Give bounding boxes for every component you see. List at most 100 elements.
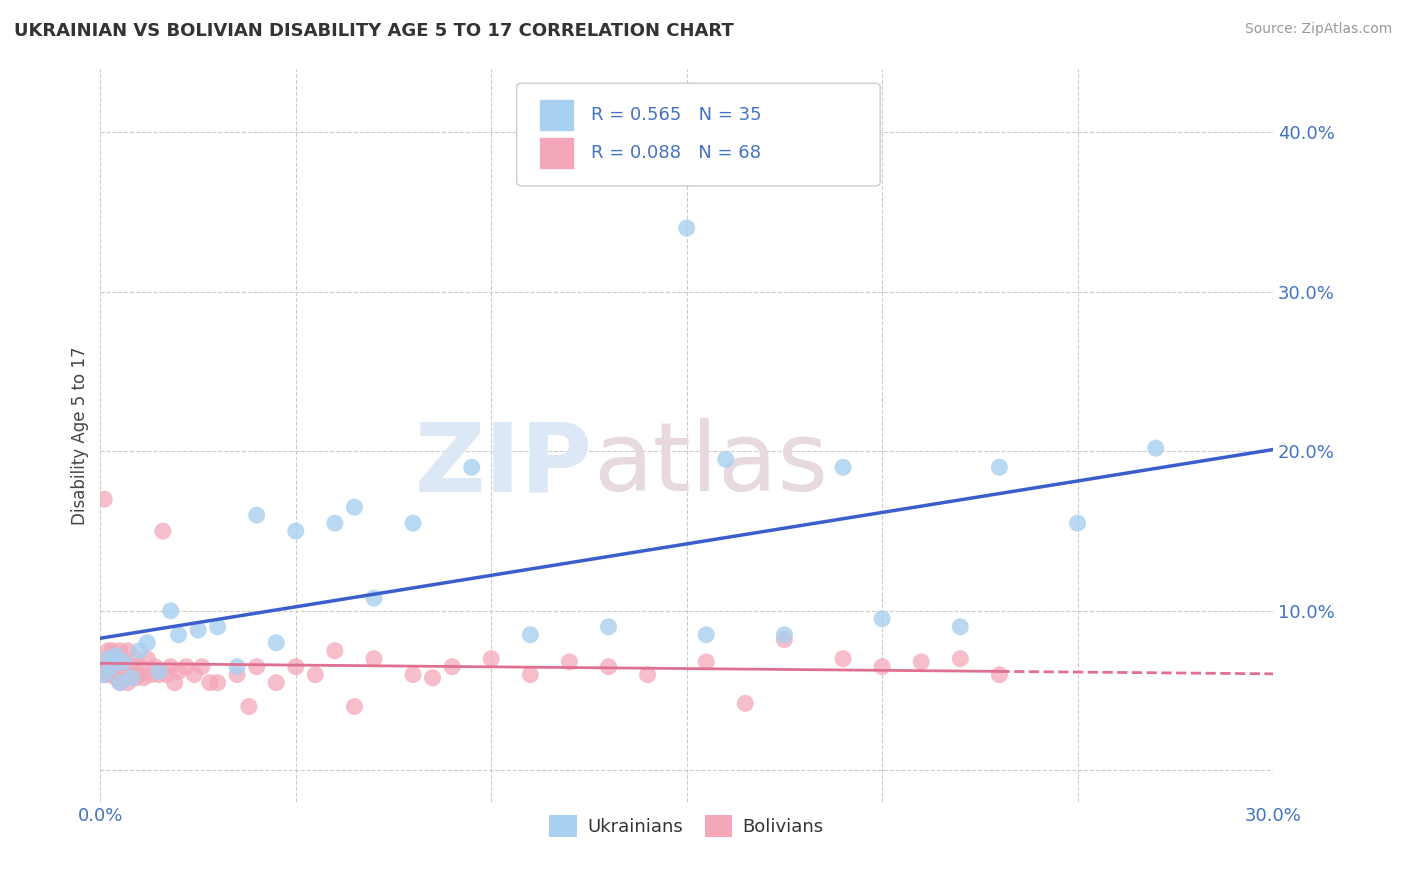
Point — [101, 659, 124, 673]
Text: atlas: atlas — [593, 418, 828, 511]
Point — [598, 620, 620, 634]
Point — [198, 675, 221, 690]
Point — [101, 667, 124, 681]
Y-axis label: Disability Age 5 to 17: Disability Age 5 to 17 — [72, 346, 89, 524]
Point — [949, 620, 972, 634]
Point — [101, 651, 124, 665]
Point — [156, 667, 179, 681]
Point — [734, 697, 756, 711]
Point — [988, 667, 1011, 681]
Point — [402, 667, 425, 681]
Point — [870, 612, 893, 626]
Point — [121, 671, 143, 685]
Point — [637, 667, 659, 681]
Point — [363, 591, 385, 606]
Point — [117, 644, 139, 658]
Point — [93, 492, 115, 507]
Point — [1066, 516, 1088, 530]
Point — [323, 516, 346, 530]
Point — [101, 644, 124, 658]
Point — [226, 659, 249, 673]
Point — [284, 524, 307, 538]
Point — [479, 651, 502, 665]
Point — [675, 221, 697, 235]
Point — [112, 667, 135, 681]
Point — [152, 524, 174, 538]
Point — [108, 651, 131, 665]
Point — [183, 667, 205, 681]
Point — [128, 644, 150, 658]
Point — [695, 655, 717, 669]
Point — [136, 651, 159, 665]
Point — [159, 604, 181, 618]
Point — [191, 659, 214, 673]
Point — [773, 628, 796, 642]
Point — [112, 655, 135, 669]
Point — [97, 667, 120, 681]
Legend: Ukrainians, Bolivians: Ukrainians, Bolivians — [543, 808, 831, 845]
Point — [1144, 441, 1167, 455]
Point — [163, 675, 186, 690]
Point — [363, 651, 385, 665]
Point — [207, 620, 229, 634]
Point — [143, 659, 166, 673]
Point — [97, 659, 120, 673]
Point — [121, 659, 143, 673]
Point — [773, 632, 796, 647]
Point — [93, 667, 115, 681]
Point — [264, 636, 287, 650]
Point — [910, 655, 932, 669]
Point — [402, 516, 425, 530]
Point — [246, 659, 269, 673]
Point — [238, 699, 260, 714]
Point — [104, 671, 127, 685]
Point — [284, 659, 307, 673]
Text: Source: ZipAtlas.com: Source: ZipAtlas.com — [1244, 22, 1392, 37]
Point — [132, 671, 155, 685]
Point — [93, 659, 115, 673]
Text: R = 0.088   N = 68: R = 0.088 N = 68 — [591, 144, 761, 162]
Point — [832, 460, 855, 475]
Point — [422, 671, 444, 685]
Point — [128, 659, 150, 673]
Point — [108, 675, 131, 690]
Point — [128, 667, 150, 681]
FancyBboxPatch shape — [516, 83, 880, 186]
Point — [121, 667, 143, 681]
Point — [988, 460, 1011, 475]
Point — [187, 623, 209, 637]
Point — [519, 628, 541, 642]
Point — [97, 651, 120, 665]
Point — [112, 655, 135, 669]
Point — [104, 655, 127, 669]
Text: UKRAINIAN VS BOLIVIAN DISABILITY AGE 5 TO 17 CORRELATION CHART: UKRAINIAN VS BOLIVIAN DISABILITY AGE 5 T… — [14, 22, 734, 40]
Point — [124, 651, 146, 665]
Point — [117, 675, 139, 690]
Point — [598, 659, 620, 673]
Point — [226, 667, 249, 681]
Point — [167, 665, 190, 679]
Point — [148, 665, 170, 679]
Point — [343, 699, 366, 714]
Point — [104, 667, 127, 681]
Point — [441, 659, 464, 673]
FancyBboxPatch shape — [538, 136, 574, 169]
Point — [519, 667, 541, 681]
Point — [714, 452, 737, 467]
Point — [323, 644, 346, 658]
Point — [108, 644, 131, 658]
Point — [141, 667, 163, 681]
Point — [148, 667, 170, 681]
Point — [246, 508, 269, 523]
Point — [460, 460, 482, 475]
Point — [124, 671, 146, 685]
Point — [136, 636, 159, 650]
Point — [97, 651, 120, 665]
Point — [264, 675, 287, 690]
Point — [108, 675, 131, 690]
Point — [93, 667, 115, 681]
Point — [108, 655, 131, 669]
Point — [695, 628, 717, 642]
Point — [104, 648, 127, 663]
Point — [304, 667, 326, 681]
